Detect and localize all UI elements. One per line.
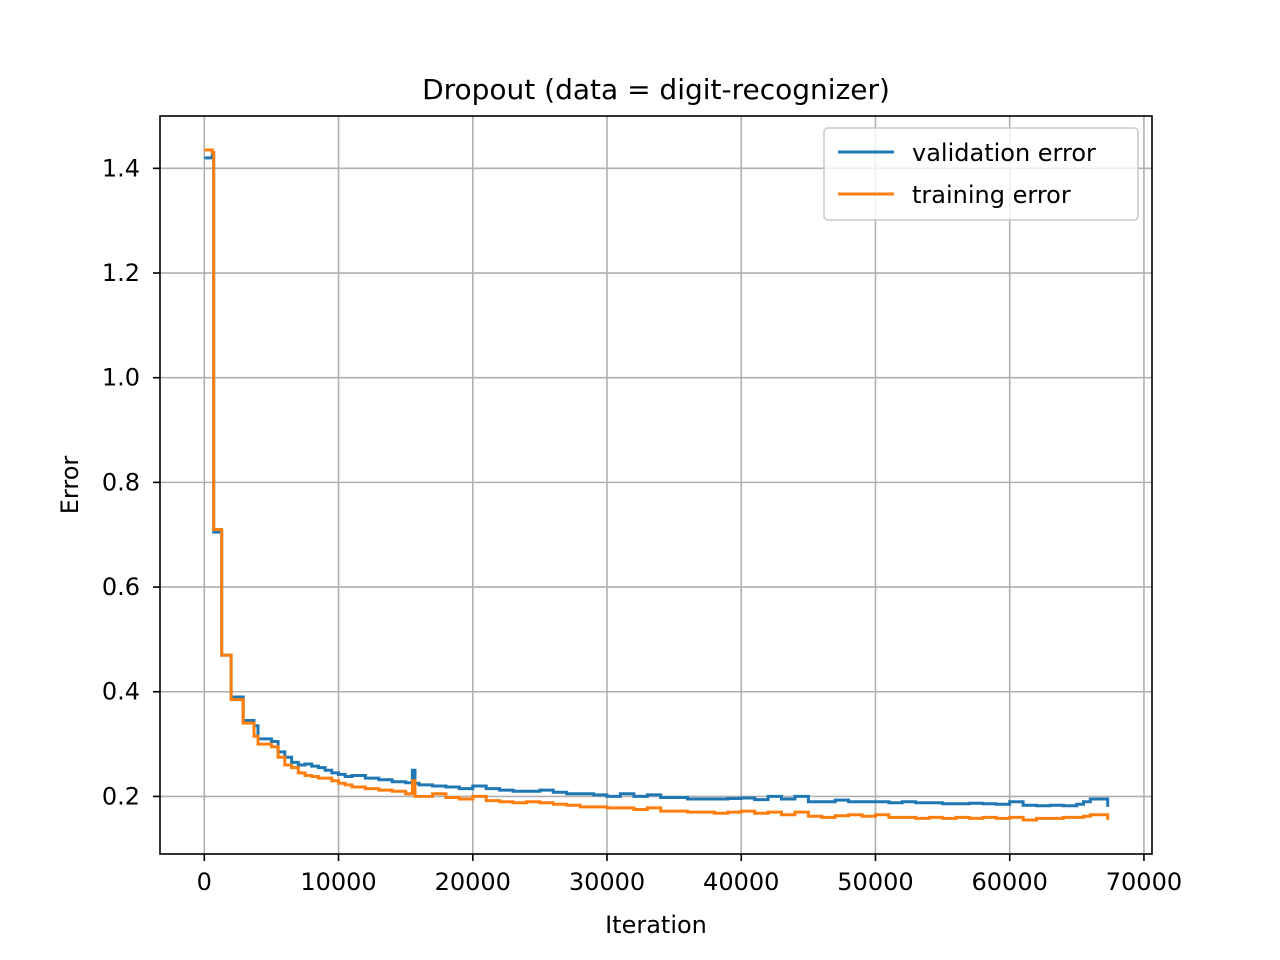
grid — [160, 116, 1152, 854]
axes-frame — [159, 115, 1153, 855]
y-tick-label: 0.6 — [102, 573, 140, 601]
y-tick-label: 1.4 — [102, 154, 140, 182]
legend-label-training: training error — [912, 181, 1071, 209]
y-axis-label: Error — [56, 456, 84, 515]
y-tick-label: 1.2 — [102, 259, 140, 287]
y-tick-label: 0.8 — [102, 468, 140, 496]
y-tick-label: 0.4 — [102, 678, 140, 706]
y-tick-label: 0.2 — [102, 782, 140, 810]
x-tick-label: 60000 — [972, 868, 1048, 896]
series-line-validation — [204, 151, 1110, 808]
legend: validation error training error — [823, 127, 1139, 221]
y-tick-label: 1.0 — [102, 364, 140, 392]
legend-box — [823, 127, 1139, 221]
x-tick-label: 70000 — [1106, 868, 1182, 896]
x-tick-label: 40000 — [703, 868, 779, 896]
x-axis-label: Iteration — [605, 911, 707, 939]
plot-lines — [204, 148, 1110, 822]
chart-title: Dropout (data = digit-recognizer) — [422, 73, 890, 106]
x-tick-label: 0 — [197, 868, 212, 896]
series-line-training — [204, 148, 1110, 822]
legend-label-validation: validation error — [912, 139, 1096, 167]
x-tick-label: 50000 — [837, 868, 913, 896]
x-tick-label: 30000 — [569, 868, 645, 896]
x-tick-label: 10000 — [300, 868, 376, 896]
axis-ticks: 0 10000 20000 30000 40000 50000 60000 70000 0.2 0… — [102, 154, 1182, 896]
x-tick-label: 20000 — [435, 868, 511, 896]
